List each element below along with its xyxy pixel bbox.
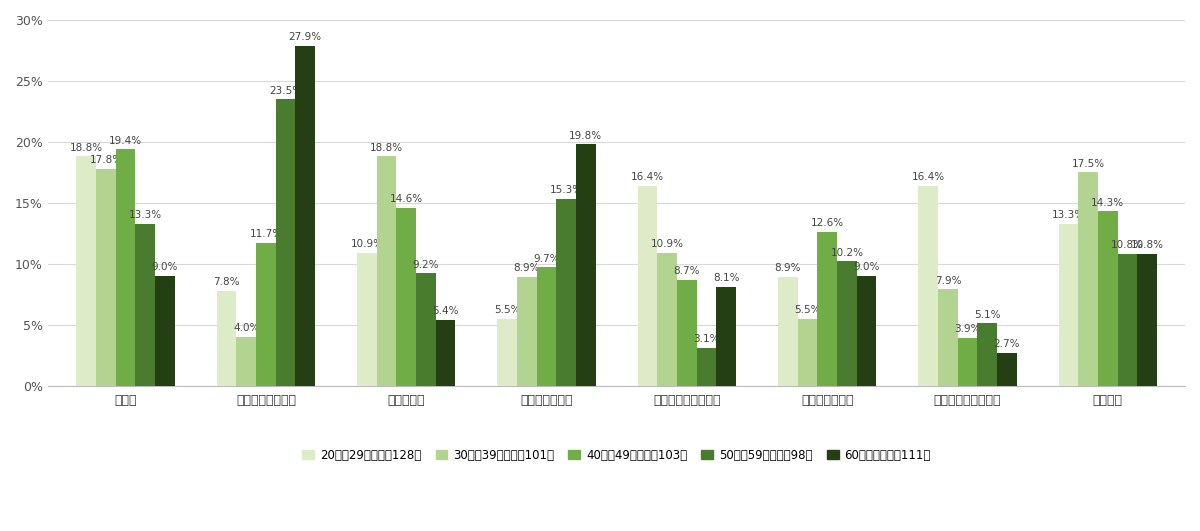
Bar	[857, 276, 876, 386]
Text: 10.2%: 10.2%	[830, 247, 863, 258]
Bar	[396, 208, 416, 386]
Legend: 20歳〜29歳（ｎ＝128）, 30歳〜39歳（ｎ＝101）, 40歳〜49歳（ｒ＝103）, 50歳〜59歳（ｎ＝98）, 60歳以上（ｎ＝111）: 20歳〜29歳（ｎ＝128）, 30歳〜39歳（ｎ＝101）, 40歳〜49歳（…	[296, 443, 937, 467]
Text: 12.6%: 12.6%	[811, 218, 844, 228]
Bar	[918, 186, 938, 386]
Bar	[1138, 254, 1157, 386]
Text: 18.8%: 18.8%	[370, 143, 403, 153]
Bar	[217, 290, 236, 386]
Bar	[1117, 254, 1138, 386]
Bar	[637, 186, 658, 386]
Text: 10.9%: 10.9%	[650, 239, 684, 249]
Bar	[517, 277, 536, 386]
Bar	[977, 323, 997, 386]
Text: 9.0%: 9.0%	[151, 262, 178, 272]
Text: 19.4%: 19.4%	[109, 135, 142, 145]
Text: 27.9%: 27.9%	[289, 32, 322, 42]
Bar	[416, 273, 436, 386]
Text: 11.7%: 11.7%	[250, 229, 282, 239]
Text: 8.9%: 8.9%	[514, 263, 540, 273]
Bar	[838, 261, 857, 386]
Bar	[155, 276, 175, 386]
Text: 2.7%: 2.7%	[994, 339, 1020, 349]
Bar	[817, 232, 838, 386]
Text: 9.2%: 9.2%	[413, 260, 439, 270]
Text: 23.5%: 23.5%	[269, 85, 302, 96]
Text: 17.5%: 17.5%	[1072, 159, 1105, 169]
Text: 7.8%: 7.8%	[214, 277, 240, 287]
Bar	[1058, 224, 1079, 386]
Text: 14.3%: 14.3%	[1091, 198, 1124, 208]
Bar	[997, 353, 1016, 386]
Bar	[778, 277, 798, 386]
Bar	[1098, 211, 1117, 386]
Bar	[557, 199, 576, 386]
Text: 10.8%: 10.8%	[1111, 241, 1144, 250]
Bar	[498, 319, 517, 386]
Bar	[358, 253, 377, 386]
Bar	[256, 243, 276, 386]
Text: 13.3%: 13.3%	[128, 210, 162, 220]
Text: 19.8%: 19.8%	[569, 131, 602, 141]
Bar	[377, 157, 396, 386]
Bar	[536, 268, 557, 386]
Text: 4.0%: 4.0%	[233, 323, 259, 333]
Bar	[295, 46, 316, 386]
Bar	[436, 320, 455, 386]
Text: 10.9%: 10.9%	[350, 239, 384, 249]
Bar	[236, 337, 256, 386]
Text: 9.7%: 9.7%	[533, 254, 560, 264]
Bar	[798, 319, 817, 386]
Text: 3.1%: 3.1%	[694, 334, 720, 344]
Text: 10.8%: 10.8%	[1130, 241, 1164, 250]
Bar	[115, 149, 136, 386]
Text: 5.4%: 5.4%	[432, 306, 458, 316]
Bar	[1079, 173, 1098, 386]
Text: 14.6%: 14.6%	[390, 194, 422, 204]
Text: 8.7%: 8.7%	[673, 266, 700, 276]
Text: 17.8%: 17.8%	[89, 155, 122, 165]
Bar	[677, 279, 697, 386]
Text: 7.9%: 7.9%	[935, 276, 961, 286]
Bar	[697, 348, 716, 386]
Bar	[958, 338, 977, 386]
Text: 5.1%: 5.1%	[974, 310, 1001, 320]
Bar	[716, 287, 736, 386]
Bar	[658, 253, 677, 386]
Bar	[938, 289, 958, 386]
Text: 5.5%: 5.5%	[794, 305, 821, 315]
Text: 13.3%: 13.3%	[1052, 210, 1085, 220]
Text: 9.0%: 9.0%	[853, 262, 880, 272]
Text: 18.8%: 18.8%	[70, 143, 103, 153]
Bar	[276, 99, 295, 386]
Text: 5.5%: 5.5%	[494, 305, 521, 315]
Bar	[96, 169, 115, 386]
Text: 16.4%: 16.4%	[631, 172, 664, 182]
Bar	[77, 157, 96, 386]
Text: 16.4%: 16.4%	[912, 172, 944, 182]
Text: 3.9%: 3.9%	[954, 324, 980, 335]
Bar	[136, 224, 155, 386]
Text: 15.3%: 15.3%	[550, 185, 583, 195]
Text: 8.9%: 8.9%	[775, 263, 802, 273]
Bar	[576, 144, 595, 386]
Text: 8.1%: 8.1%	[713, 273, 739, 283]
